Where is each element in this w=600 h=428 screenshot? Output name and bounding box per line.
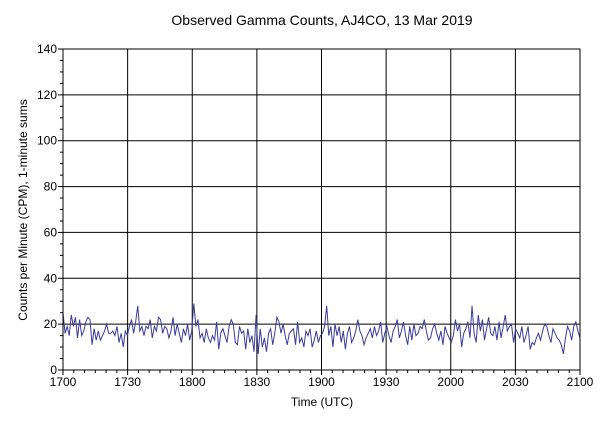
x-tick-labels: 1700 1730 1800 1830 1900 1930 2000 2030 2100: [50, 375, 594, 389]
y-tick-label: 140: [37, 42, 57, 56]
x-tick-label: 1800: [179, 375, 206, 389]
x-tick-label: 1900: [308, 375, 335, 389]
y-tick-label: 0: [50, 363, 57, 377]
y-axis-label: Counts per Minute (CPM), 1-minute sums: [16, 99, 30, 320]
plot-frame: [62, 48, 581, 371]
x-tick-label: 1730: [114, 375, 141, 389]
x-axis-label: Time (UTC): [291, 395, 353, 409]
y-tick-labels: 0 20 40 60 80 100 120 140: [37, 42, 57, 377]
chart-title: Observed Gamma Counts, AJ4CO, 13 Mar 201…: [171, 12, 472, 28]
y-tick-label: 60: [44, 225, 58, 239]
x-tick-label: 1930: [373, 375, 400, 389]
y-tick-label: 40: [44, 271, 58, 285]
x-tick-label: 2100: [567, 375, 594, 389]
series-line: [62, 303, 581, 355]
x-tick-label: 1700: [50, 375, 77, 389]
y-tick-label: 100: [37, 134, 57, 148]
y-tick-label: 20: [44, 317, 58, 331]
grid-lines: [63, 49, 580, 370]
y-tick-label: 80: [44, 180, 58, 194]
x-tick-label: 2030: [502, 375, 529, 389]
x-tick-label: 2000: [437, 375, 464, 389]
y-tick-label: 120: [37, 88, 57, 102]
x-tick-label: 1830: [244, 375, 271, 389]
